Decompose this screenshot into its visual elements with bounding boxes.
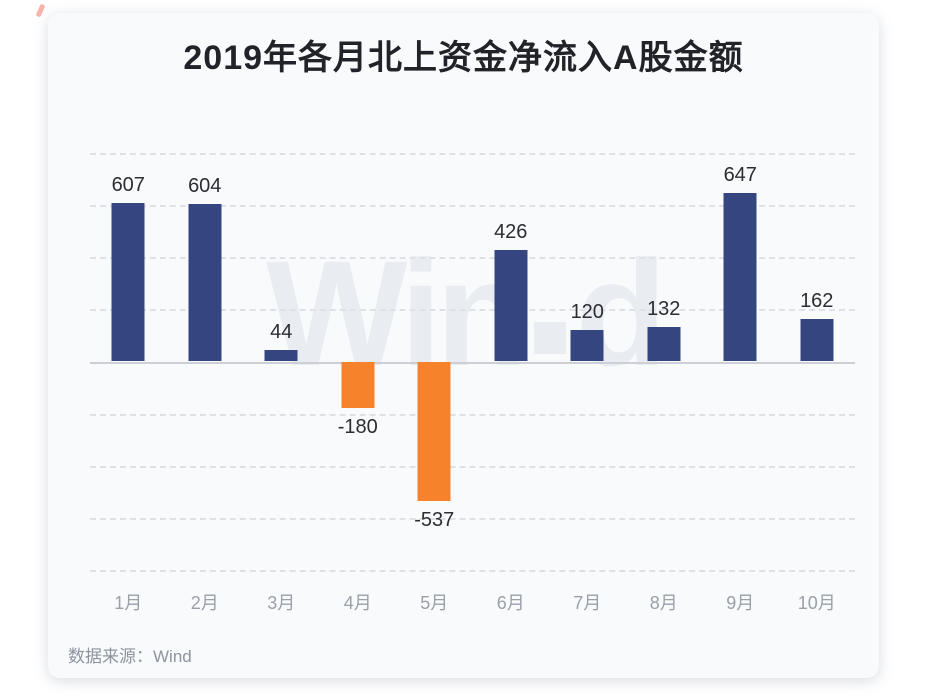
plot-area: 607 604 44 -180 -537 426 120 132 647 162 — [90, 153, 855, 572]
bar-column: -180 — [320, 153, 397, 570]
positive-bar — [800, 319, 834, 362]
month-label: 2月 — [190, 593, 219, 613]
negative-bar — [341, 361, 375, 409]
bar-column: -537 — [396, 153, 473, 570]
positive-bar — [570, 330, 604, 362]
month-label: 1月 — [114, 593, 143, 613]
gridline — [90, 517, 855, 520]
positive-bar — [111, 203, 145, 362]
gridline — [90, 413, 855, 416]
negative-bar — [417, 361, 451, 502]
bar-column: 607 — [90, 153, 167, 570]
positive-bar — [264, 350, 298, 362]
bar-value-label: 647 — [723, 163, 757, 186]
month-label: 4月 — [343, 593, 372, 613]
bar-value-label: 426 — [494, 221, 528, 244]
red-pen-artifact — [35, 3, 46, 18]
chart-card: 2019年各月北上资金净流入A股金额 Win d 607 604 44 -180 -53… — [48, 13, 879, 678]
bar-value-label: 44 — [270, 321, 293, 344]
bar-value-label: 607 — [111, 174, 145, 197]
gridline — [90, 309, 855, 312]
gridline — [90, 153, 855, 155]
bar-value-label: 604 — [188, 175, 222, 198]
gridline — [90, 257, 855, 260]
bar-value-label: -537 — [414, 509, 455, 532]
month-label: 9月 — [726, 593, 755, 613]
bar-value-label: 162 — [800, 290, 834, 313]
source-note: 数据来源：Wind — [68, 647, 192, 666]
month-label: 10月 — [797, 593, 836, 613]
month-label: 7月 — [573, 593, 602, 613]
month-label: 8月 — [649, 593, 678, 613]
bar-column: 604 — [167, 153, 244, 570]
bar-column: 162 — [779, 153, 856, 570]
gridline — [90, 570, 855, 572]
positive-bar — [723, 192, 757, 362]
bar-value-label: 120 — [570, 301, 604, 324]
bar-column: 647 — [702, 153, 779, 570]
bar-column: 120 — [549, 153, 626, 570]
positive-bar — [188, 204, 222, 362]
bar-value-label: -180 — [337, 416, 378, 439]
chart-title: 2019年各月北上资金净流入A股金额 — [183, 39, 744, 77]
positive-bar — [494, 250, 528, 362]
bar-column: 132 — [626, 153, 703, 570]
bar-column: 426 — [473, 153, 550, 570]
bar-column: 44 — [243, 153, 320, 570]
month-label: 6月 — [496, 593, 525, 613]
zero-axis-line — [90, 361, 855, 364]
bar-value-label: 132 — [647, 298, 681, 321]
positive-bar — [647, 327, 681, 362]
month-label: 5月 — [420, 593, 449, 613]
x-axis-labels: 1月 2月 3月 4月 5月 6月 7月 8月 9月 10月 — [90, 589, 855, 613]
gridline — [90, 465, 855, 468]
bar-columns: 607 604 44 -180 -537 426 120 132 647 162 — [90, 153, 855, 570]
gridline — [90, 205, 855, 208]
month-label: 3月 — [267, 593, 296, 613]
